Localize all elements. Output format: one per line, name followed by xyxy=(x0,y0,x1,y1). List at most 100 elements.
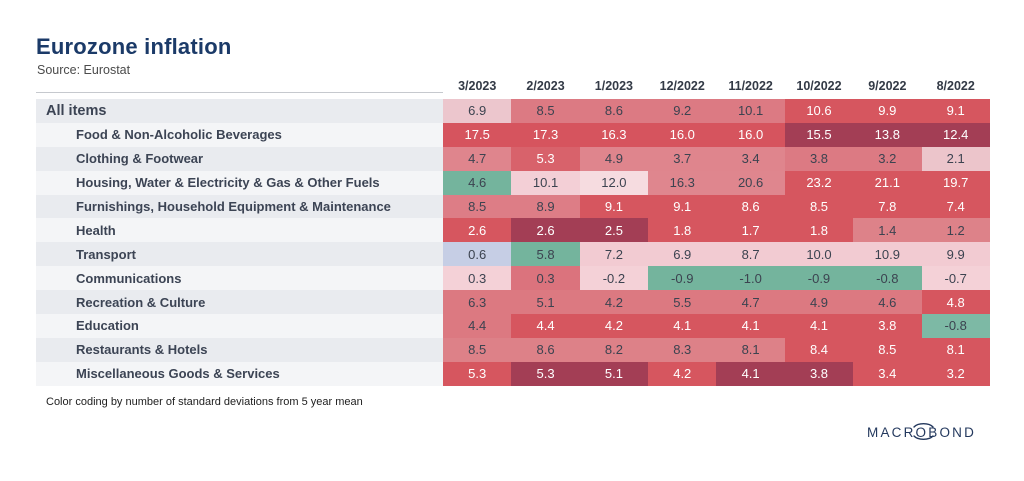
heatmap-cell: 4.1 xyxy=(784,314,854,338)
row-label: Clothing & Footwear xyxy=(76,151,204,167)
heatmap-cell: 3.4 xyxy=(853,361,922,386)
column-headers: 3/2023 2/2023 1/2023 12/2022 11/2022 10/2022 9… xyxy=(443,74,990,93)
heatmap-cell: 4.1 xyxy=(648,314,717,338)
heatmap-cell: 10.1 xyxy=(716,99,785,123)
heatmap-cell: 8.5 xyxy=(784,194,854,219)
table-row: Transport 0.6 5.8 7.2 6.9 8.7 10.0 10.9 9.9 xyxy=(36,242,990,267)
heatmap-cell: 4.2 xyxy=(579,314,649,338)
footnote: Color coding by number of standard devia… xyxy=(46,396,363,408)
heatmap-cell: 8.6 xyxy=(579,99,649,123)
heatmap-cell: 5.8 xyxy=(511,242,580,267)
heatmap-cell: 2.5 xyxy=(579,218,649,243)
heatmap-cell: 12.0 xyxy=(579,170,649,195)
heatmap-cell: 19.7 xyxy=(921,170,990,195)
column-header-11-2022: 11/2022 xyxy=(728,79,773,93)
heatmap-cell: 4.7 xyxy=(443,146,512,171)
svg-text:MACROBOND: MACROBOND xyxy=(867,425,976,440)
heatmap-cell: 5.1 xyxy=(511,290,580,315)
heatmap-cell: 7.4 xyxy=(921,194,990,219)
heatmap-cell: 9.1 xyxy=(648,194,717,219)
heatmap-cell: 8.6 xyxy=(716,194,785,219)
row-label: Housing, Water & Electricity & Gas & Oth… xyxy=(76,175,380,191)
heatmap-cell: 3.4 xyxy=(716,146,785,171)
column-header-1-2023: 1/2023 xyxy=(594,79,634,93)
table-row: Food & Non-Alcoholic Beverages 17.5 17.3 16… xyxy=(36,122,990,147)
row-label: Education xyxy=(76,318,139,334)
heatmap-cell: 8.5 xyxy=(511,99,580,123)
heatmap-cell: 3.2 xyxy=(921,361,990,386)
table-row: Clothing & Footwear 4.7 5.3 4.9 3.7 3.4 3.8 3.2… xyxy=(36,146,990,171)
heatmap-cell: 16.3 xyxy=(579,122,649,147)
heatmap-cell: 9.9 xyxy=(853,99,922,123)
row-label: Communications xyxy=(76,270,182,286)
row-label: Transport xyxy=(76,246,136,262)
heatmap-cell: 2.1 xyxy=(921,146,990,171)
heatmap-cell: 5.3 xyxy=(511,146,580,171)
heatmap-cell: 9.2 xyxy=(648,99,717,123)
table-row: Education 4.4 4.4 4.2 4.1 4.1 4.1 3.8 -0.8 xyxy=(36,314,990,338)
heatmap-cell: 4.4 xyxy=(511,314,580,338)
heatmap-cell: 6.9 xyxy=(648,242,717,267)
column-header-9-2022: 9/2022 xyxy=(868,79,907,93)
heatmap-cell: 10.0 xyxy=(784,242,854,267)
heatmap-cell: 21.1 xyxy=(853,170,922,195)
heatmap-cell: 8.5 xyxy=(443,194,512,219)
heatmap-cell: 8.4 xyxy=(784,337,854,362)
heatmap-cell: 8.6 xyxy=(511,337,580,362)
column-header-10-2022: 10/2022 xyxy=(796,79,842,93)
heatmap-cell: 8.5 xyxy=(853,337,922,362)
heatmap-cell: 8.2 xyxy=(579,337,649,362)
heatmap-cell: 3.8 xyxy=(784,361,854,386)
heatmap-cell: 16.3 xyxy=(648,170,717,195)
heatmap-cell: 6.9 xyxy=(443,99,512,123)
heatmap-cell: 10.1 xyxy=(511,170,580,195)
heatmap-cell: 16.0 xyxy=(716,122,785,147)
column-header-8-2022: 8/2022 xyxy=(936,79,975,93)
heatmap-cell: -0.8 xyxy=(853,266,922,291)
heatmap-cell: 4.8 xyxy=(921,290,990,315)
column-header-3-2023: 3/2023 xyxy=(458,79,497,93)
heatmap-cell: 5.3 xyxy=(511,361,580,386)
heatmap-cell: 4.1 xyxy=(716,314,785,338)
heatmap-cell: 8.7 xyxy=(716,242,785,267)
table-body: All items 6.9 8.5 8.6 9.2 10.1 10.6 9.9 9.1 Food … xyxy=(36,99,990,386)
heatmap-cell: 3.8 xyxy=(853,314,922,338)
heatmap-cell: 8.5 xyxy=(443,337,512,362)
heatmap-cell: 4.7 xyxy=(716,290,785,315)
heatmap-cell: 3.8 xyxy=(784,146,854,171)
heatmap-cell: 2.6 xyxy=(511,218,580,243)
heatmap-cell: -0.8 xyxy=(921,314,990,338)
table-row: Miscellaneous Goods & Services 5.3 5.3 5.1 4… xyxy=(36,361,990,386)
header-row: 3/2023 2/2023 1/2023 12/2022 11/2022 10/2022 9… xyxy=(36,74,990,93)
heatmap-table: 3/2023 2/2023 1/2023 12/2022 11/2022 10/2022 9… xyxy=(36,74,990,386)
heatmap-cell: 4.2 xyxy=(648,361,717,386)
row-label: Recreation & Culture xyxy=(76,294,206,310)
heatmap-cell: 16.0 xyxy=(648,122,717,147)
heatmap-cell: 4.9 xyxy=(579,146,649,171)
heatmap-cell: 0.6 xyxy=(443,242,512,267)
heatmap-cell: 4.9 xyxy=(784,290,854,315)
column-header-2-2023: 2/2023 xyxy=(526,79,565,93)
heatmap-cell: 17.5 xyxy=(443,122,512,147)
table-row: Housing, Water & Electricity & Gas & Oth… xyxy=(36,170,990,195)
macrobond-logo: MACROBOND xyxy=(867,423,976,440)
heatmap-cell: 1.4 xyxy=(853,218,922,243)
heatmap-cell: 9.1 xyxy=(579,194,649,219)
heatmap-cell: 5.5 xyxy=(648,290,717,315)
row-label: Furnishings, Household Equipment & Maint… xyxy=(76,199,391,214)
heatmap-cell: 6.3 xyxy=(443,290,512,315)
row-label: All items xyxy=(46,102,107,119)
table-row: Restaurants & Hotels 8.5 8.6 8.2 8.3 8.1 8.4 8.… xyxy=(36,337,990,362)
heatmap-cell: 8.1 xyxy=(921,337,990,362)
heatmap-cell: 4.4 xyxy=(443,314,512,338)
source-label: Source: Eurostat xyxy=(37,63,131,77)
heatmap-cell: 20.6 xyxy=(716,170,785,195)
table-row: All items 6.9 8.5 8.6 9.2 10.1 10.6 9.9 9.1 xyxy=(36,99,990,123)
heatmap-cell: 2.6 xyxy=(443,218,512,243)
heatmap-cell: 4.1 xyxy=(716,361,785,386)
heatmap-cell: 10.6 xyxy=(784,99,854,123)
heatmap-cell: 7.2 xyxy=(579,242,649,267)
heatmap-cell: 1.8 xyxy=(648,218,717,243)
heatmap-cell: 1.7 xyxy=(716,218,785,243)
